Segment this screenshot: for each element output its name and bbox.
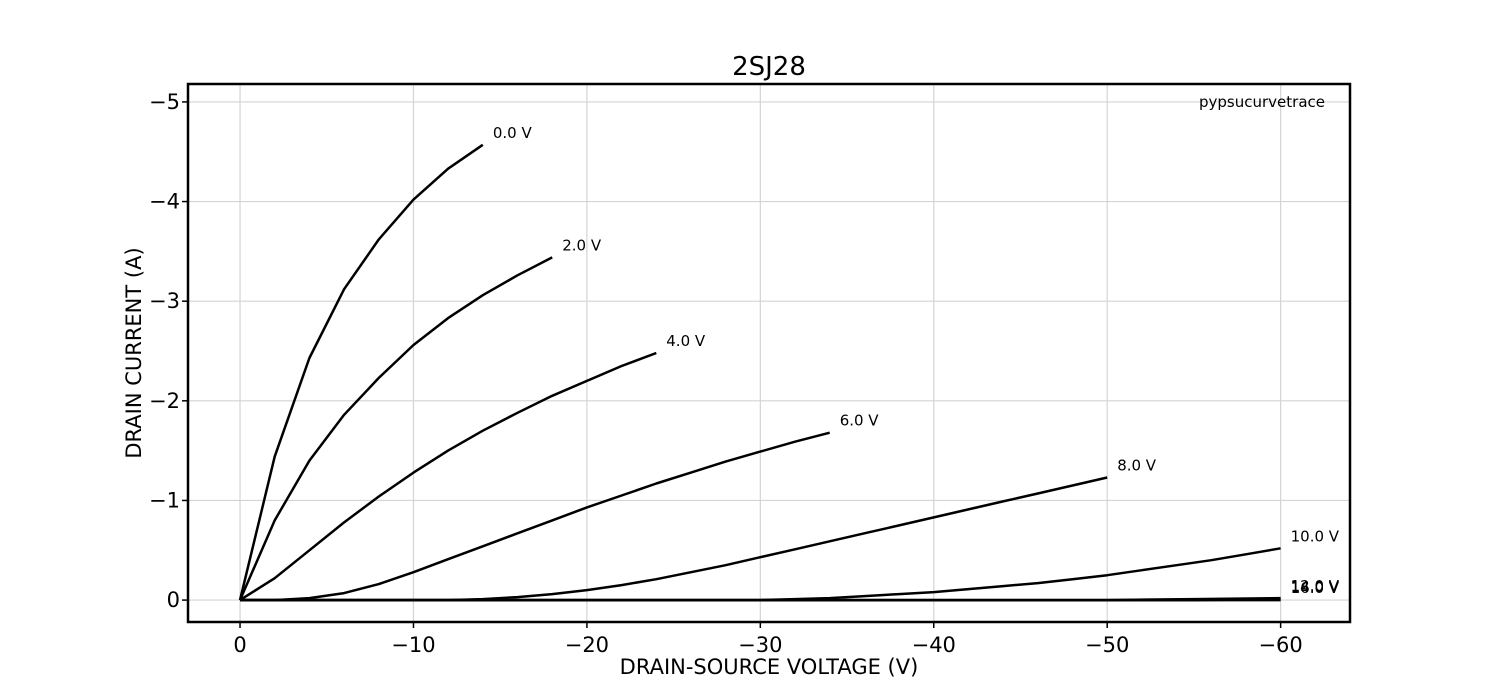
series-line-6-0-V (240, 431, 831, 602)
series-label: 4.0 V (666, 332, 706, 350)
series-label: 8.0 V (1117, 457, 1157, 475)
series-line-2-0-V (238, 256, 553, 601)
curves (238, 143, 1281, 602)
series-labels: 0.0 V 2.0 V 4.0 V 6.0 V 8.0 V 10.0 V 12.0 V14.… (493, 124, 1340, 597)
y-axis-label: DRAIN CURRENT (A) (122, 247, 146, 458)
x-tick-label: −60 (1258, 633, 1302, 657)
series-label: 16.0 V (1291, 579, 1340, 597)
x-tick-label: −50 (1085, 633, 1129, 657)
series-line-0-0-V (238, 143, 484, 601)
y-tick-label: 0 (167, 588, 180, 612)
series-label: 12.0 V (1291, 577, 1340, 595)
x-tick-label: −20 (565, 633, 609, 657)
x-tick-label: −40 (912, 633, 956, 657)
ticks: 0 −10 −20 −30 −40 −50 −60 0 −1 −2 −3 −4 −5 (149, 90, 1303, 657)
y-tick-label: −4 (149, 190, 180, 214)
series-label: 6.0 V (840, 412, 880, 430)
series-label: 10.0 V (1291, 527, 1340, 545)
watermark-annotation: pypsucurvetrace (1199, 93, 1325, 111)
y-tick-label: −5 (149, 90, 180, 114)
plot-frame (186, 82, 1352, 624)
series-line-10-0-V (240, 547, 1281, 602)
x-tick-label: 0 (233, 633, 246, 657)
series-label: 2.0 V (562, 236, 602, 254)
series-line-8-0-V (240, 476, 1108, 602)
series-label: 14.0 V (1291, 578, 1340, 596)
y-tick-label: −2 (149, 389, 180, 413)
y-tick-label: −1 (149, 488, 180, 512)
grid (188, 84, 1350, 622)
series-line-4-0-V (239, 351, 657, 602)
x-axis-label: DRAIN-SOURCE VOLTAGE (V) (620, 655, 919, 679)
y-tick-label: −3 (149, 289, 180, 313)
series-label: 0.0 V (493, 124, 533, 142)
x-tick-label: −10 (391, 633, 435, 657)
chart-title: 2SJ28 (732, 52, 806, 82)
x-tick-label: −30 (738, 633, 782, 657)
